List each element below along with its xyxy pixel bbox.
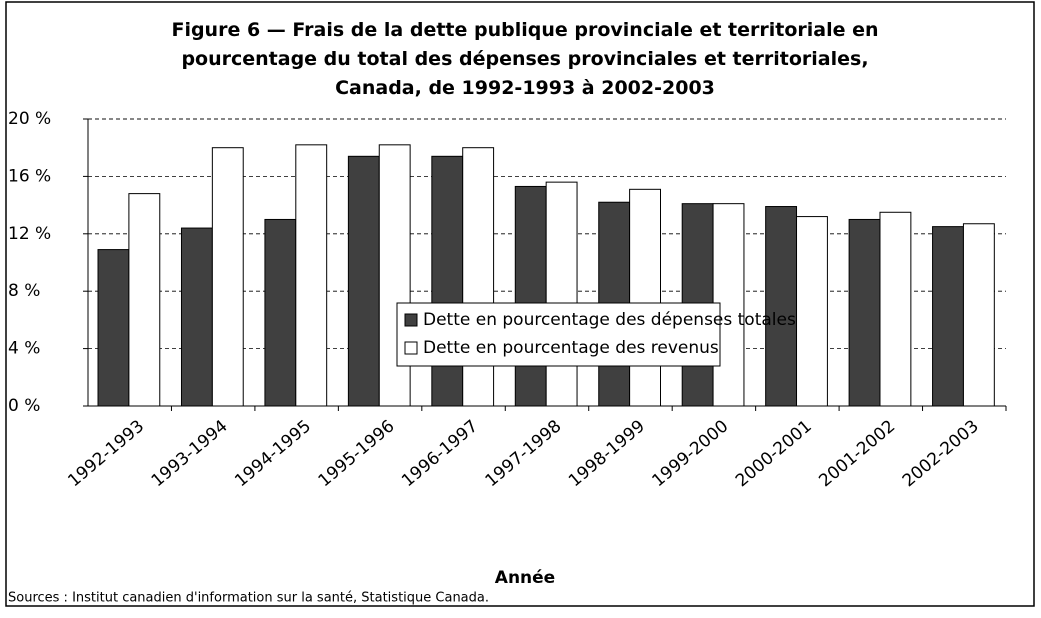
y-tick-label: 12 % — [8, 224, 51, 244]
bar — [879, 211, 912, 407]
bar — [378, 144, 411, 407]
bar — [211, 147, 244, 407]
legend-swatch — [404, 341, 418, 355]
y-tick-label: 8 % — [8, 281, 40, 301]
bar — [128, 193, 161, 407]
legend-label: Dette en pourcentage des dépenses totale… — [423, 310, 796, 330]
bar — [264, 218, 297, 407]
y-tick-label: 16 % — [8, 166, 51, 186]
legend-label: Dette en pourcentage des revenus — [423, 338, 719, 358]
bar — [431, 155, 464, 407]
bar — [462, 147, 495, 407]
x-axis-label: Année — [495, 568, 555, 588]
legend-swatch — [404, 313, 418, 327]
bar — [962, 223, 995, 407]
y-tick-label: 4 % — [8, 339, 40, 359]
y-tick-label: 20 % — [8, 109, 51, 129]
bar — [514, 185, 547, 407]
bar — [97, 249, 130, 407]
bar — [180, 227, 213, 407]
bar — [796, 216, 828, 407]
chart-title: Figure 6 — Frais de la dette publique pr… — [171, 19, 878, 99]
bar — [629, 188, 661, 407]
source: Sources : Institut canadien d'informatio… — [8, 591, 489, 606]
bar — [932, 226, 964, 407]
bar — [295, 144, 328, 407]
bar — [765, 206, 798, 407]
bar — [848, 218, 881, 407]
legend-box — [396, 302, 721, 367]
bar — [545, 181, 578, 407]
y-tick-label: 0 % — [8, 396, 40, 416]
bar — [347, 155, 380, 407]
